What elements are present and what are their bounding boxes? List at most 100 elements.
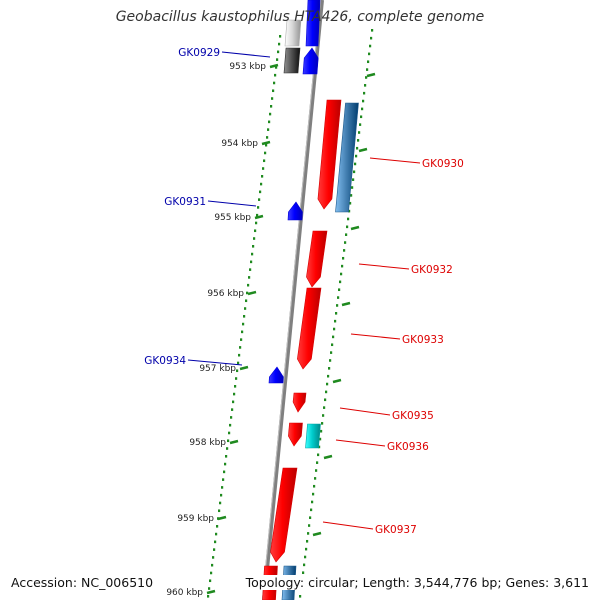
right-tick-rail (309, 516, 312, 519)
left-tick-rail (237, 361, 240, 365)
left-tick-rail (279, 35, 282, 38)
scale-major-tick (269, 63, 279, 69)
gene-label-leader (322, 521, 374, 530)
scale-major-tick (358, 147, 368, 153)
map-title: Geobacillus kaustophilus HTA426, complet… (115, 9, 485, 25)
gene-GK0936-paralog-bar (305, 423, 321, 449)
right-tick-rail (338, 288, 341, 292)
right-tick-rail (320, 429, 323, 433)
left-tick-rail (255, 221, 258, 225)
left-tick-rail (222, 478, 225, 481)
left-tick-rail (273, 81, 276, 85)
gene-label-leader (335, 439, 386, 447)
left-tick-rail (209, 579, 212, 583)
scale-major-tick (332, 378, 342, 384)
left-tick-rail (212, 556, 215, 559)
right-tick-rail (306, 539, 309, 543)
right-tick-rail (361, 107, 364, 111)
left-tick-rail (259, 190, 262, 194)
left-tick-rail (210, 571, 213, 575)
scale-major-tick (217, 515, 227, 521)
right-tick-rail (344, 241, 347, 244)
left-tick-rail (257, 206, 260, 209)
right-tick-rail (362, 99, 365, 103)
right-tick-rail (370, 36, 373, 40)
left-tick-rail (218, 509, 221, 513)
right-tick-rail (319, 437, 322, 441)
left-tick-rail (228, 431, 231, 435)
left-tick-rail (213, 548, 216, 551)
gene-GK0930-arrow (317, 99, 342, 210)
scale-major-tick (350, 225, 360, 231)
right-tick-rail (330, 351, 333, 354)
right-tick-rail (349, 201, 352, 205)
gene-GK0929-shadow (283, 47, 301, 74)
left-tick-rail (253, 237, 256, 240)
left-tick-rail (265, 143, 268, 147)
right-tick-rail (364, 84, 367, 87)
gene-label-gk0931: GK0931 (164, 196, 206, 208)
left-tick-rail (260, 182, 263, 186)
right-tick-rail (358, 131, 361, 134)
scale-label: 959 kbp (177, 514, 214, 524)
right-tick-rail (346, 225, 349, 229)
left-tick-rail (219, 501, 222, 505)
right-tick-rail (305, 547, 308, 551)
right-tick-rail (323, 406, 326, 409)
gene-label-leader (339, 407, 391, 416)
left-tick-rail (241, 330, 244, 334)
left-tick-rail (227, 439, 230, 443)
right-tick-rail (343, 249, 346, 252)
scale-major-tick (261, 140, 271, 146)
right-tick-rail (363, 91, 366, 95)
right-tick-rail (365, 76, 368, 79)
right-tick-rail (369, 44, 372, 48)
left-tick-rail (267, 128, 270, 131)
scale-label: 960 kbp (166, 588, 203, 598)
gene-label-leader (207, 200, 257, 207)
right-tick-rail (353, 170, 356, 174)
right-tick-rail (368, 52, 371, 56)
right-tick-rail (325, 390, 328, 394)
right-tick-rail (317, 453, 320, 457)
left-tick-rail (236, 369, 239, 373)
scale-major-tick (206, 589, 216, 595)
scale-label: 954 kbp (221, 139, 258, 149)
left-tick-rail (208, 587, 211, 590)
left-tick-rail (254, 229, 257, 233)
left-tick-rail (230, 416, 233, 419)
left-tick-rail (249, 268, 252, 271)
gene-label-leader (369, 157, 421, 164)
scale-major-tick (323, 454, 333, 460)
left-tick-rail (215, 532, 218, 536)
left-tick-rail (278, 42, 281, 46)
gene-GK0931-arrow (287, 201, 303, 221)
gene-GK0929-arrow (302, 47, 319, 75)
scale-major-tick (341, 301, 351, 307)
left-tick-rail (232, 400, 235, 404)
left-tick-rail (224, 462, 227, 466)
right-tick-rail (312, 492, 315, 496)
left-tick-rail (252, 245, 255, 248)
right-tick-rail (352, 178, 355, 181)
right-tick-rail (342, 256, 345, 260)
right-tick-rail (321, 422, 324, 425)
right-tick-rail (333, 327, 336, 331)
right-tick-rail (347, 217, 350, 221)
gene-label-gk0934: GK0934 (144, 355, 186, 367)
right-tick-rail (351, 186, 354, 189)
gene-label-leader (187, 359, 243, 366)
right-tick-rail (313, 484, 316, 488)
left-tick-rail (272, 89, 275, 93)
right-tick-rail (340, 272, 343, 276)
left-tick-rail (244, 307, 247, 310)
gene-GK0936-arrow (288, 422, 303, 447)
left-tick-rail (251, 252, 254, 256)
right-tick-rail (341, 264, 344, 268)
scale-label: 953 kbp (229, 62, 266, 72)
backbone-highlight (262, 0, 321, 600)
left-tick-rail (261, 175, 264, 178)
scale-label: 958 kbp (189, 438, 226, 448)
